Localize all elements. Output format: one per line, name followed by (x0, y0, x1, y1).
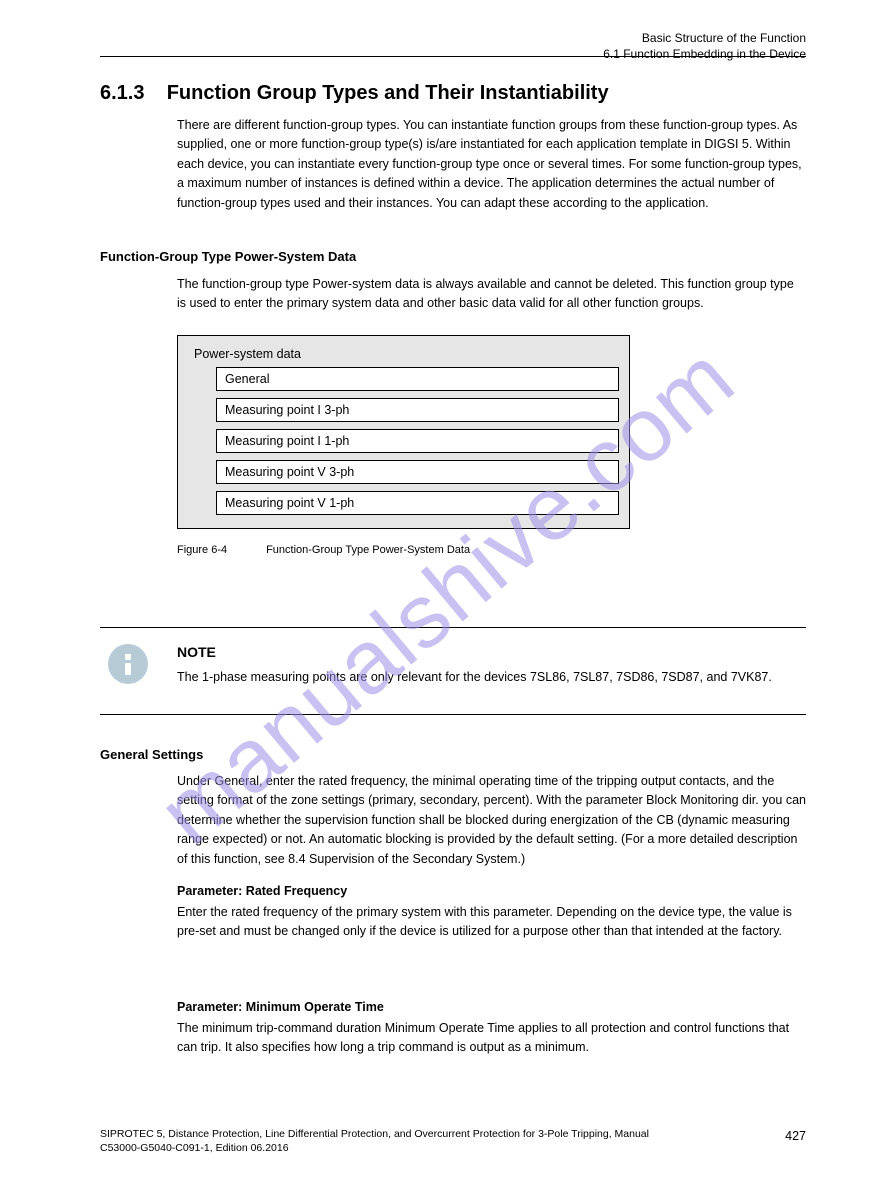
param-heading-2: Parameter: Minimum Operate Time (177, 1000, 384, 1014)
section-heading-1-num: 6.1.3 (100, 82, 144, 104)
figure-item: Measuring point I 3-ph (216, 398, 619, 422)
paragraph-5: The minimum trip-command duration Minimu… (177, 1019, 806, 1058)
footer-left-line1: SIPROTEC 5, Distance Protection, Line Di… (100, 1127, 649, 1141)
section-heading-1: 6.1.3 Function Group Types and Their Ins… (100, 82, 609, 105)
section-heading-3: General Settings (100, 747, 203, 762)
note-rule-bottom (100, 714, 806, 715)
footer-left: SIPROTEC 5, Distance Protection, Line Di… (100, 1127, 649, 1155)
figure-outer-box: Power-system data General Measuring poin… (177, 335, 630, 529)
note-heading: NOTE (177, 644, 216, 660)
figure-item: Measuring point I 1-ph (216, 429, 619, 453)
header-rule (100, 56, 806, 57)
header-right-line1: Basic Structure of the Function (603, 30, 806, 46)
figure-diagram: Power-system data General Measuring poin… (177, 335, 630, 529)
figure-caption: Figure 6-4 Function-Group Type Power-Sys… (177, 544, 470, 556)
paragraph-2: The function-group type Power-system dat… (177, 275, 806, 314)
figure-item-label: General (225, 372, 269, 386)
header-right: Basic Structure of the Function 6.1 Func… (603, 30, 806, 62)
figure-item: Measuring point V 1-ph (216, 491, 619, 515)
paragraph-4: Enter the rated frequency of the primary… (177, 903, 806, 942)
section-heading-2: Function-Group Type Power-System Data (100, 249, 356, 264)
note-body: The 1-phase measuring points are only re… (177, 668, 806, 687)
figure-item: Measuring point V 3-ph (216, 460, 619, 484)
footer-left-line2: C53000-G5040-C091-1, Edition 06.2016 (100, 1141, 649, 1155)
note-rule-top (100, 627, 806, 628)
section-heading-1-text: Function Group Types and Their Instantia… (167, 82, 609, 104)
figure-item-label: Measuring point I 1-ph (225, 434, 349, 448)
figure-caption-number: Figure 6-4 (177, 544, 263, 556)
figure-item-label: Measuring point V 1-ph (225, 496, 354, 510)
paragraph-1: There are different function-group types… (177, 116, 806, 213)
figure-item-label: Measuring point V 3-ph (225, 465, 354, 479)
header-right-line2: 6.1 Function Embedding in the Device (603, 46, 806, 62)
param-heading-1: Parameter: Rated Frequency (177, 884, 347, 898)
figure-item-label: Measuring point I 3-ph (225, 403, 349, 417)
info-icon (108, 644, 148, 684)
paragraph-3: Under General, enter the rated frequency… (177, 772, 806, 869)
figure-box-title: Power-system data (194, 347, 619, 361)
figure-caption-text: Function-Group Type Power-System Data (266, 544, 470, 556)
footer-page-number: 427 (785, 1129, 806, 1143)
figure-item: General (216, 367, 619, 391)
